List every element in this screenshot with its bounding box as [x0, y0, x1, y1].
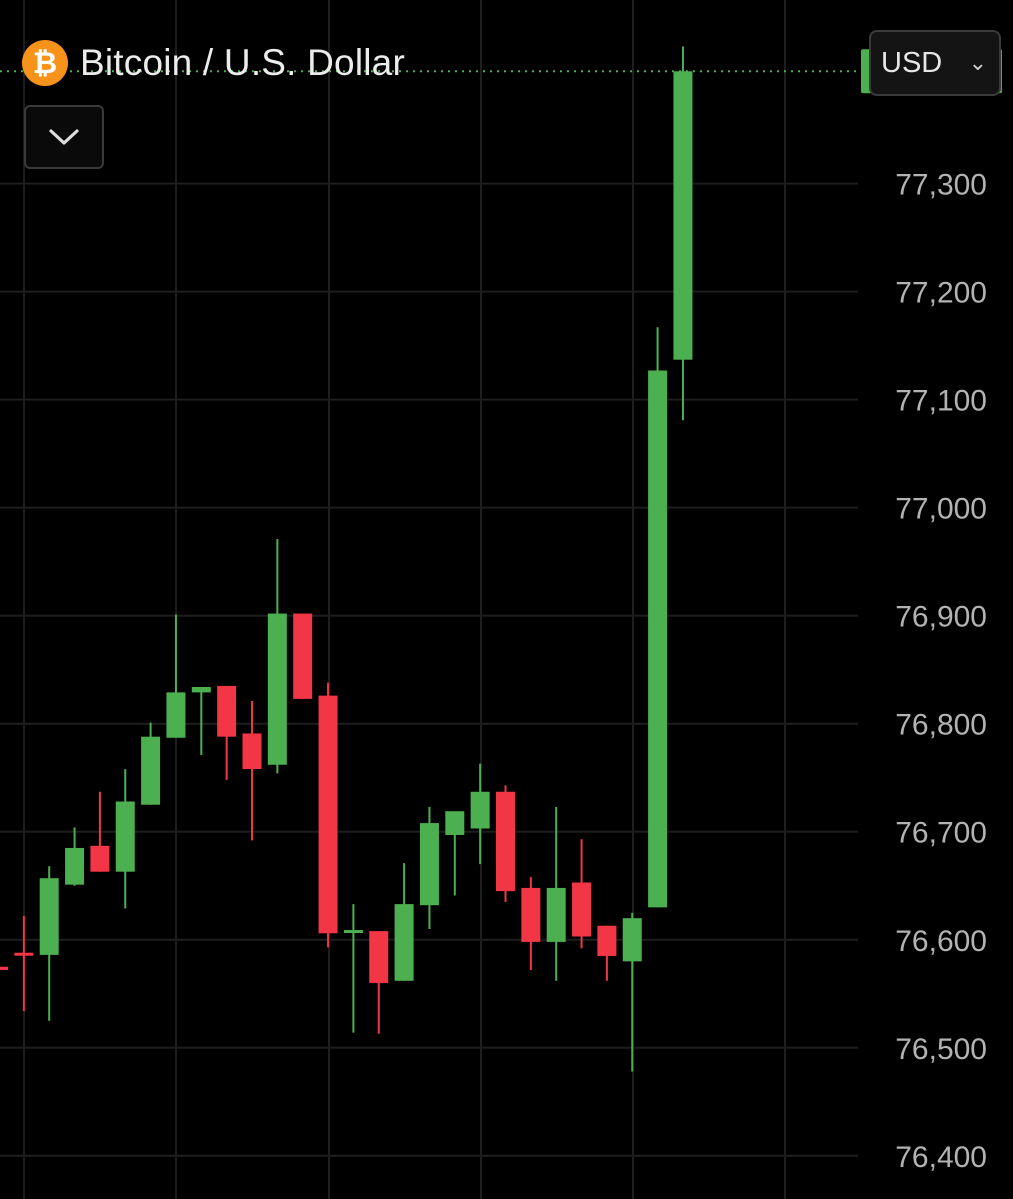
- candle-down: [521, 877, 541, 971]
- candle-down: [217, 685, 237, 780]
- candle-body: [521, 887, 541, 942]
- candle-body: [293, 613, 313, 699]
- chevron-down-icon: [49, 129, 79, 145]
- candle-up: [115, 769, 135, 909]
- candle-body: [445, 811, 465, 835]
- candle-body: [496, 791, 515, 892]
- candle-body: [572, 882, 592, 937]
- price-axis: 76,400 76,500 76,600 76,700 76,800 76,900 77,0…: [895, 169, 987, 1174]
- candle-up: [191, 686, 211, 756]
- candle-down: [369, 931, 389, 1034]
- candle-down: [242, 701, 262, 841]
- price-tick-label: 76,500: [895, 1033, 987, 1066]
- candle-up: [141, 722, 161, 805]
- candle-up: [65, 827, 85, 886]
- price-tick-label: 77,100: [895, 385, 987, 418]
- candle-body: [65, 847, 85, 885]
- candle-down: [0, 966, 8, 971]
- candle-up: [39, 866, 59, 1021]
- bitcoin-icon: ₿: [22, 40, 68, 86]
- candle-up: [166, 614, 186, 738]
- candle-down: [14, 915, 34, 1012]
- candle-down: [496, 785, 515, 902]
- candle-up: [470, 763, 490, 865]
- chevron-down-icon: ⌄: [968, 50, 987, 76]
- candle-body: [343, 930, 363, 934]
- price-tick-label: 76,700: [895, 817, 987, 850]
- price-tick-label: 77,200: [895, 277, 987, 310]
- chart-header: ₿ Bitcoin / U.S. Dollar: [22, 40, 405, 86]
- candle-body: [217, 685, 237, 737]
- price-tick-label: 76,800: [895, 709, 987, 742]
- candle-body: [166, 692, 186, 738]
- candle-body: [419, 823, 439, 906]
- candle-body: [267, 613, 287, 765]
- price-tick-label: 76,900: [895, 601, 987, 634]
- price-tick-label: 76,400: [895, 1141, 987, 1174]
- candle-up: [546, 806, 566, 981]
- candle-body: [141, 736, 161, 805]
- candle-body: [318, 695, 338, 934]
- candle-down: [597, 925, 617, 981]
- candle-up: [267, 539, 287, 774]
- candle-body: [470, 791, 490, 829]
- candle-body: [39, 878, 59, 955]
- candle-body: [90, 845, 110, 872]
- candle-down: [293, 613, 313, 699]
- candle-body: [14, 952, 34, 956]
- candle-body: [622, 918, 642, 962]
- candle-body: [191, 686, 211, 693]
- candle-down: [572, 839, 592, 949]
- page-title: Bitcoin / U.S. Dollar: [80, 42, 405, 83]
- candle-up: [622, 912, 642, 1072]
- candle-down: [318, 682, 338, 948]
- candle-body: [369, 931, 389, 983]
- currency-select-value: USD: [881, 46, 943, 79]
- candle-up: [394, 863, 414, 981]
- grid-lines: [0, 0, 858, 1199]
- price-tick-label: 77,300: [895, 169, 987, 202]
- price-tick-label: 77,000: [895, 493, 987, 526]
- candle-down: [90, 791, 110, 872]
- candle-body: [0, 966, 8, 971]
- price-tick-label: 76,600: [895, 925, 987, 958]
- candle-up: [673, 46, 693, 421]
- candle-up: [445, 811, 465, 896]
- candle-up: [343, 904, 363, 1033]
- candle-up: [419, 806, 439, 929]
- candle-up: [648, 327, 668, 908]
- candle-body: [115, 801, 135, 872]
- collapse-button[interactable]: [24, 105, 104, 169]
- candle-body: [673, 71, 693, 360]
- candle-body: [648, 370, 668, 908]
- candle-body: [242, 733, 262, 770]
- candles: [0, 46, 693, 1072]
- candle-body: [546, 887, 566, 942]
- candle-body: [394, 904, 414, 981]
- candle-body: [597, 925, 617, 956]
- currency-select[interactable]: USD ⌄: [869, 30, 1001, 96]
